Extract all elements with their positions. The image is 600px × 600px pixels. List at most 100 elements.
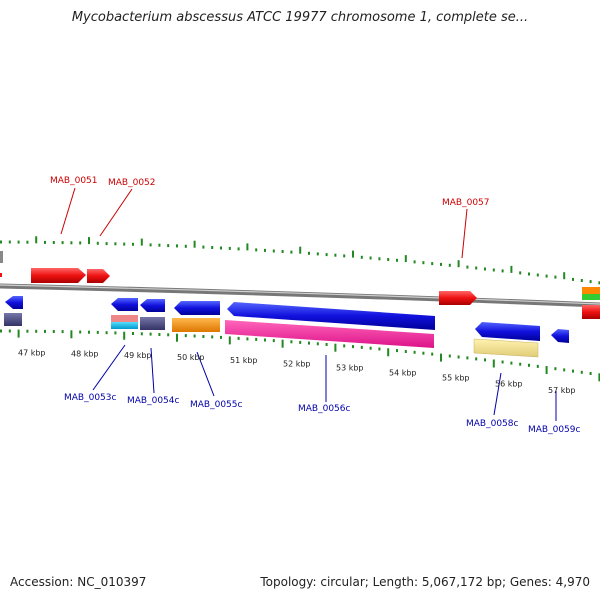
lower-minor-tick	[149, 332, 152, 336]
gene-mab-0051[interactable]	[31, 268, 86, 283]
lower-minor-tick	[431, 352, 434, 356]
upper-major-tick	[510, 265, 513, 273]
upper-minor-tick	[272, 249, 275, 253]
gene-mab-0058c[interactable]	[475, 322, 540, 341]
lower-minor-tick	[35, 329, 38, 333]
upper-minor-tick	[255, 248, 258, 252]
label-mab-0054c[interactable]: MAB_0054c	[127, 396, 180, 406]
upper-minor-tick	[431, 262, 434, 266]
lower-minor-tick	[8, 329, 11, 333]
upper-minor-tick	[70, 241, 73, 245]
lower-minor-tick	[52, 330, 55, 333]
chromosome-backbone	[0, 283, 600, 308]
gene-mab-0054c[interactable]	[140, 299, 165, 312]
upper-minor-tick	[519, 271, 522, 275]
lower-minor-tick	[396, 349, 398, 353]
upper-minor-tick	[308, 251, 310, 255]
gene-mab-0056c-pink[interactable]	[225, 320, 434, 348]
upper-major-tick	[563, 272, 566, 280]
lower-minor-tick	[184, 334, 187, 338]
lower-major-tick	[492, 359, 495, 368]
label-mab-0059c[interactable]: MAB_0059c	[528, 425, 581, 435]
bottom-label-mab-0059c[interactable]: MAB_0059c	[528, 391, 581, 435]
upper-minor-tick	[360, 255, 363, 259]
gene-right-green[interactable]	[582, 294, 600, 300]
gene-mab-0058c-khaki[interactable]	[473, 338, 539, 358]
gene-mab-0059c[interactable]	[551, 329, 569, 343]
upper-minor-tick	[26, 240, 29, 244]
lower-minor-tick	[316, 342, 319, 346]
lower-minor-tick	[466, 356, 469, 360]
gene-right-red[interactable]	[582, 305, 600, 319]
top-label-mab-0051[interactable]: MAB_0051	[50, 176, 98, 235]
upper-minor-tick	[387, 258, 390, 261]
upper-minor-tick	[211, 246, 214, 249]
upper-minor-tick	[114, 242, 117, 246]
bottom-label-mab-0055c[interactable]: MAB_0055c	[190, 351, 243, 410]
gene-right-orange[interactable]	[582, 287, 600, 294]
kbp-tick-labels: 47 kbp 48 kbp 49 kbp 50 kbp 51 kbp 52 kbp 53 k…	[18, 348, 576, 395]
gene-left-navy[interactable]	[4, 313, 22, 326]
gene-mab-0055c[interactable]	[174, 301, 220, 315]
lower-minor-tick	[264, 338, 266, 342]
lower-minor-tick	[299, 340, 302, 344]
label-mab-0053c[interactable]: MAB_0053c	[64, 393, 117, 403]
lower-minor-tick	[378, 347, 381, 351]
lower-minor-tick	[510, 361, 513, 365]
bottom-label-mab-0056c[interactable]: MAB_0056c	[298, 355, 351, 414]
lower-minor-tick	[0, 329, 2, 333]
gene-mab-0054c-navy[interactable]	[140, 317, 165, 330]
label-mab-0051[interactable]: MAB_0051	[50, 176, 98, 186]
upper-minor-tick	[316, 252, 319, 256]
upper-minor-tick	[184, 244, 187, 248]
top-label-mab-0057[interactable]: MAB_0057	[442, 198, 490, 259]
upper-minor-tick	[466, 265, 469, 269]
kbp-tick-label: 57 kbp	[548, 386, 576, 395]
bottom-label-mab-0053c[interactable]: MAB_0053c	[64, 344, 126, 403]
upper-major-tick	[457, 260, 460, 268]
lower-major-tick	[545, 366, 548, 374]
backbone-highlight	[0, 284, 600, 305]
lower-minor-tick	[572, 369, 574, 373]
bottom-label-mab-0058c[interactable]: MAB_0058c	[466, 372, 519, 429]
gene-mab-0056c[interactable]	[227, 302, 435, 330]
upper-minor-tick	[17, 240, 20, 244]
upper-minor-tick	[545, 274, 548, 278]
gene-mab-0053c[interactable]	[111, 298, 138, 311]
label-mab-0055c[interactable]: MAB_0055c	[190, 400, 243, 410]
upper-minor-tick	[281, 250, 284, 253]
gene-mab-0052[interactable]	[87, 269, 110, 283]
label-mab-0052[interactable]: MAB_0052	[108, 178, 156, 188]
lower-minor-tick	[246, 337, 249, 341]
label-mab-0058c[interactable]: MAB_0058c	[466, 419, 519, 429]
accession-text: Accession: NC_010397	[10, 575, 147, 589]
top-label-mab-0052[interactable]: MAB_0052	[99, 178, 156, 237]
gene-mab-0053c-cyan[interactable]	[111, 322, 138, 329]
label-mab-0056c[interactable]: MAB_0056c	[298, 404, 351, 414]
upper-minor-tick	[440, 262, 442, 266]
gene-partial-red-left[interactable]	[0, 273, 2, 277]
upper-minor-tick	[105, 242, 108, 246]
upper-minor-tick	[484, 267, 486, 271]
lower-minor-tick	[563, 368, 566, 372]
upper-minor-tick	[492, 268, 495, 272]
upper-minor-tick	[158, 243, 161, 247]
gene-left-blue[interactable]	[5, 296, 23, 309]
gene-mab-0055c-orange[interactable]	[172, 318, 220, 332]
lower-minor-tick	[105, 331, 108, 335]
upper-major-tick	[299, 246, 302, 254]
lower-minor-tick	[589, 372, 592, 375]
gene-partial-gray-left[interactable]	[0, 251, 3, 263]
upper-major-tick	[35, 236, 38, 244]
bottom-label-mab-0054c[interactable]: MAB_0054c	[127, 347, 180, 406]
gene-mab-0057[interactable]	[439, 291, 477, 305]
kbp-tick-label: 49 kbp	[124, 351, 152, 360]
upper-tick-ring	[0, 236, 600, 285]
gene-mab-0053c-pink[interactable]	[111, 315, 138, 322]
lower-minor-tick	[536, 364, 539, 368]
lower-major-tick	[387, 348, 390, 357]
label-mab-0057[interactable]: MAB_0057	[442, 198, 490, 208]
lower-minor-tick	[448, 354, 451, 358]
upper-minor-tick	[413, 260, 416, 264]
